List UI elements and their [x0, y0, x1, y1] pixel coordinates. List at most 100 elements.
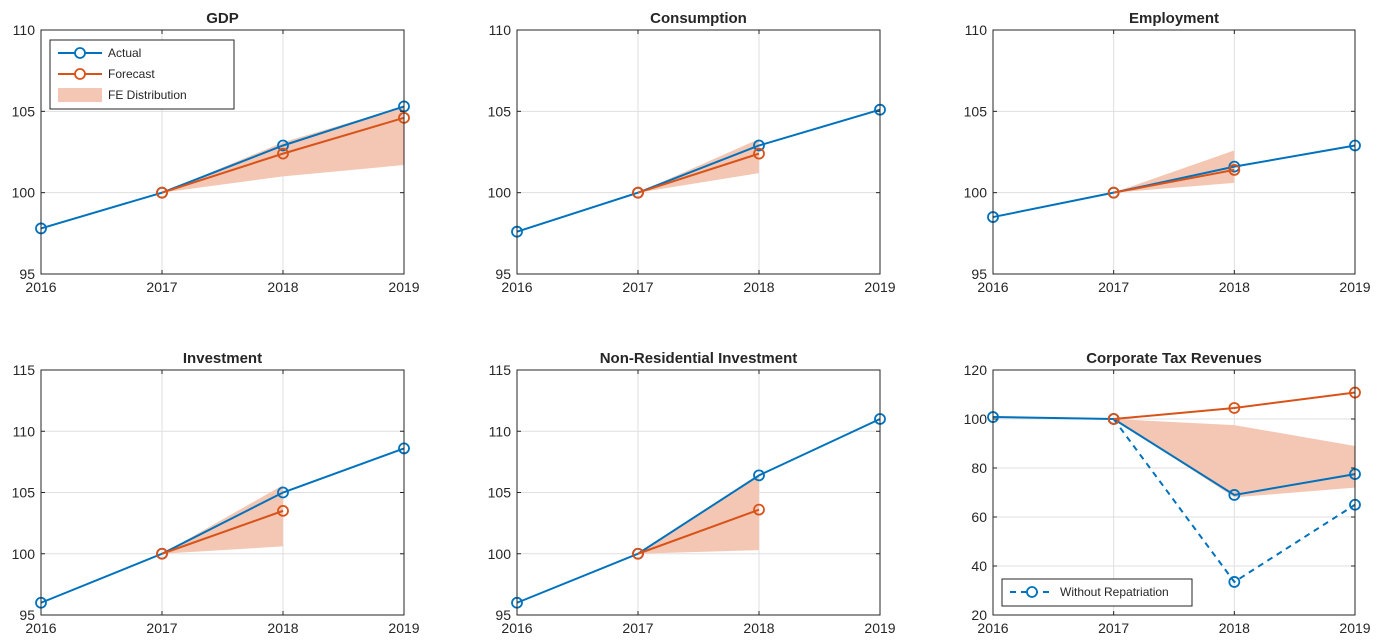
y-tick-label: 95 — [495, 607, 511, 623]
fe-distribution-band — [162, 106, 404, 193]
forecast-point — [277, 147, 289, 160]
forecast-point — [1228, 163, 1241, 176]
actual-point — [277, 139, 289, 152]
x-tick-label: 2016 — [977, 279, 1008, 295]
y-tick-label: 40 — [971, 558, 987, 574]
y-tick-label: 110 — [13, 22, 36, 38]
legend-marker-without-repatriation — [1026, 586, 1038, 598]
actual-point — [1228, 489, 1241, 501]
subplot-6: 20 40 60 80 100 120 2016 2017 2018 2019 Corporate … — [964, 350, 1371, 636]
y-tick-label: 115 — [489, 362, 512, 378]
y-tick-label: 105 — [12, 103, 36, 119]
x-tick-label: 2019 — [1339, 279, 1370, 295]
forecast-point — [277, 504, 289, 517]
legend-marker-forecast — [74, 68, 86, 80]
x-tick-label: 2019 — [388, 620, 419, 636]
legend-label: Forecast — [108, 67, 155, 81]
x-tick-label: 2016 — [25, 279, 56, 295]
legend-swatch-fe-distribution — [58, 88, 102, 102]
forecast-point — [1107, 413, 1120, 425]
y-tick-label: 110 — [13, 423, 36, 439]
x-tick-label: 2018 — [267, 620, 298, 636]
x-tick-label: 2018 — [1219, 620, 1250, 636]
x-tick-label: 2017 — [1098, 279, 1129, 295]
subplot-4: 95 100 105 110 115 2016 2017 2018 2019 Investment — [12, 350, 420, 636]
x-tick-label: 2017 — [1098, 620, 1129, 636]
x-tick-label: 2019 — [864, 279, 895, 295]
x-tick-label: 2018 — [743, 279, 774, 295]
y-tick-label: 80 — [971, 460, 987, 476]
forecast-point — [632, 186, 644, 199]
y-tick-label: 105 — [488, 485, 512, 501]
x-tick-label: 2017 — [146, 620, 177, 636]
y-tick-label: 100 — [488, 546, 512, 562]
chart-title: Consumption — [650, 10, 747, 27]
plot-area — [993, 30, 1355, 274]
legend-label: Actual — [108, 46, 141, 60]
fe-distribution-band — [162, 485, 283, 554]
forecast-line — [637, 152, 760, 194]
x-tick-label: 2017 — [622, 620, 653, 636]
y-tick-label: 20 — [971, 607, 987, 623]
chart-title: GDP — [206, 10, 239, 27]
subplot-5: 95 100 105 110 115 2016 2017 2018 2019 Non-Reside… — [488, 350, 896, 636]
x-tick-label: 2018 — [267, 279, 298, 295]
forecast-point — [753, 147, 765, 160]
actual-point — [753, 139, 765, 152]
y-tick-label: 100 — [488, 185, 512, 201]
actual-point — [277, 486, 289, 499]
y-tick-label: 110 — [489, 22, 512, 38]
chart-title: Employment — [1129, 10, 1219, 27]
actual-point — [1228, 160, 1241, 173]
y-tick-label: 100 — [12, 185, 36, 201]
axes-box — [516, 29, 881, 275]
actual-line — [40, 105, 405, 230]
x-tick-label: 2017 — [622, 279, 653, 295]
legend-marker-actual — [74, 47, 86, 59]
y-tick-label: 105 — [488, 103, 512, 119]
legend-label: Without Repatriation — [1060, 585, 1169, 599]
y-tick-label: 95 — [971, 266, 987, 282]
forecast-point — [1107, 186, 1120, 199]
x-tick-label: 2016 — [501, 279, 532, 295]
y-tick-label: 105 — [12, 485, 36, 501]
y-tick-label: 95 — [19, 607, 35, 623]
y-tick-label: 95 — [495, 266, 511, 282]
forecast-line — [161, 116, 405, 194]
axes-box — [992, 369, 1356, 616]
y-tick-label: 120 — [964, 362, 988, 378]
x-tick-label: 2016 — [977, 620, 1008, 636]
axes-box — [992, 29, 1356, 275]
chart-title: Investment — [183, 350, 262, 367]
forecast-point — [753, 503, 765, 516]
fe-distribution-band — [1113, 419, 1355, 498]
forecast-point — [1228, 402, 1241, 414]
actual-line — [992, 144, 1356, 219]
x-tick-label: 2018 — [1219, 279, 1250, 295]
x-tick-label: 2019 — [388, 279, 419, 295]
without-repatriation-line — [1112, 418, 1356, 584]
forecast-line — [637, 508, 760, 555]
forecast-line — [1113, 168, 1235, 194]
x-tick-label: 2019 — [864, 620, 895, 636]
y-tick-label: 60 — [971, 509, 987, 525]
y-tick-label: 110 — [965, 22, 988, 38]
axes-box — [40, 29, 405, 275]
actual-line — [40, 447, 405, 604]
x-tick-label: 2016 — [25, 620, 56, 636]
x-tick-label: 2019 — [1339, 620, 1370, 636]
x-tick-label: 2018 — [743, 620, 774, 636]
plot-area — [993, 370, 1355, 615]
legend: Without Repatriation — [1001, 578, 1193, 607]
forecast-point — [156, 186, 168, 199]
forecast-line — [161, 509, 284, 555]
subplot-1: 95 100 105 110 2016 2017 2018 2019 GDP Actual Fore… — [12, 10, 420, 295]
actual-line — [516, 418, 881, 604]
x-tick-label: 2017 — [146, 279, 177, 295]
forecast-line — [1113, 391, 1356, 420]
y-tick-label: 110 — [489, 423, 512, 439]
legend-label: FE Distribution — [108, 88, 187, 102]
x-tick-label: 2016 — [501, 620, 532, 636]
y-tick-label: 95 — [19, 266, 35, 282]
